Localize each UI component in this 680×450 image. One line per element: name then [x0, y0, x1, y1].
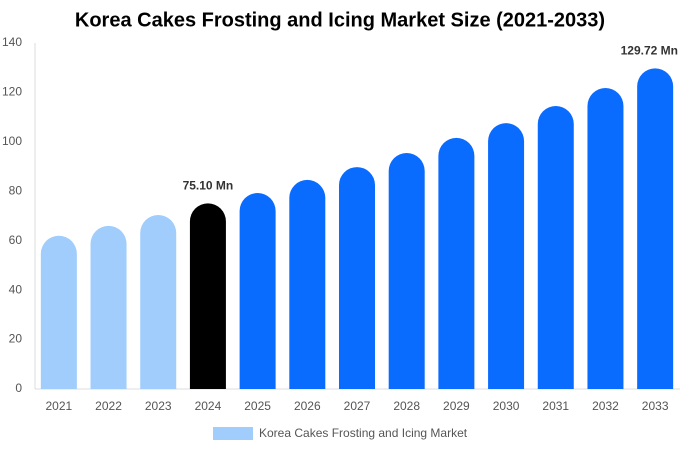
bar: [388, 152, 425, 389]
legend-label: Korea Cakes Frosting and Icing Market: [259, 426, 468, 440]
y-tick-label: 20: [9, 332, 23, 346]
x-tick-label: 2030: [493, 399, 520, 413]
bar: [339, 167, 375, 389]
y-tick-label: 80: [9, 183, 23, 197]
bar: [189, 203, 226, 389]
bar: [239, 193, 276, 389]
x-tick-label: 2028: [393, 399, 420, 413]
bar: [488, 123, 525, 390]
x-tick-label: 2023: [145, 399, 172, 413]
y-tick-label: 60: [9, 233, 23, 247]
y-tick-label: 0: [15, 381, 22, 395]
x-tick-label: 2029: [443, 399, 470, 413]
bar: [40, 235, 77, 389]
x-tick-label: 2032: [592, 399, 619, 413]
y-tick-label: 120: [2, 85, 22, 99]
x-tick-label: 2026: [294, 399, 321, 413]
chart-title: Korea Cakes Frosting and Icing Market Si…: [75, 9, 605, 31]
legend-swatch: [213, 427, 253, 440]
bar: [587, 87, 624, 389]
bar: [438, 137, 475, 389]
value-label: 129.72 Mn: [621, 44, 678, 58]
x-tick-label: 2022: [95, 399, 122, 413]
x-tick-label: 2025: [244, 399, 271, 413]
x-tick-label: 2021: [45, 399, 72, 413]
bar: [90, 225, 127, 389]
y-tick-label: 140: [2, 35, 22, 49]
value-label: 75.10 Mn: [183, 179, 234, 193]
bar: [289, 179, 326, 389]
x-tick-label: 2024: [195, 399, 222, 413]
bar: [140, 215, 177, 389]
bar: [637, 68, 674, 390]
y-tick-label: 40: [9, 282, 23, 296]
x-tick-label: 2031: [542, 399, 569, 413]
bar: [537, 106, 574, 390]
x-tick-label: 2027: [344, 399, 371, 413]
y-tick-label: 100: [2, 134, 22, 148]
x-tick-label: 2033: [642, 399, 669, 413]
